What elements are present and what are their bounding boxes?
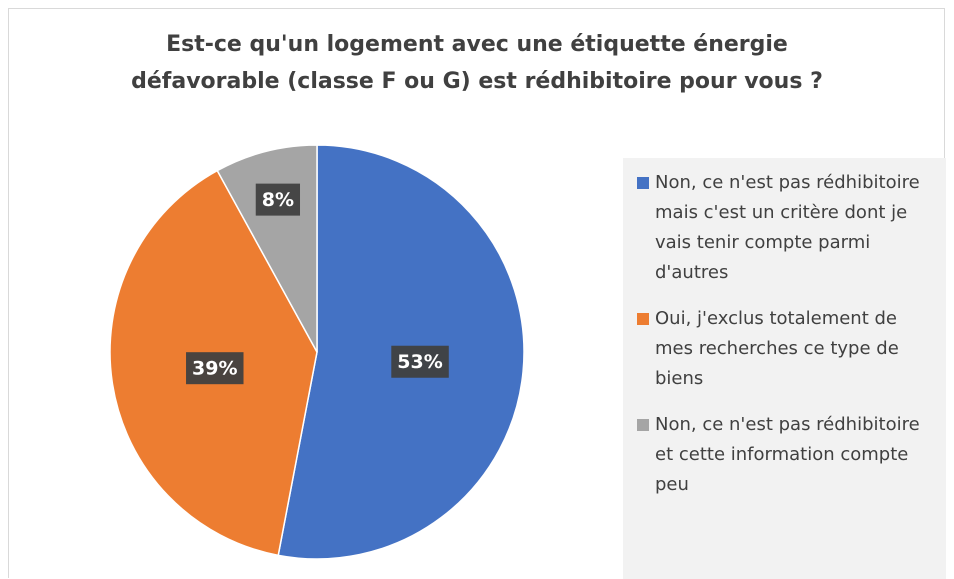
data-label: 8%: [255, 183, 301, 216]
data-label: 39%: [186, 352, 244, 385]
data-label-text: 8%: [262, 189, 294, 211]
legend-swatch: [637, 419, 649, 431]
data-label-box: [186, 352, 244, 385]
legend-swatch: [637, 313, 649, 325]
legend-label: Non, ce n'est pas rédhibitoire mais c'es…: [655, 172, 920, 283]
data-label-text: 53%: [397, 351, 442, 373]
data-label-box: [255, 183, 301, 216]
legend-label: Oui, j'exclus totalement de mes recherch…: [655, 308, 899, 389]
data-label-box: [391, 345, 449, 378]
legend-label: Non, ce n'est pas rédhibitoire et cette …: [655, 414, 920, 495]
legend-entry: Non, ce n'est pas rédhibitoire et cette …: [637, 410, 938, 500]
chart-title: Est-ce qu'un logement avec une étiquette…: [131, 32, 823, 94]
legend-entry: Oui, j'exclus totalement de mes recherch…: [637, 304, 938, 394]
legend-swatch: [637, 177, 649, 189]
data-label: 53%: [391, 345, 449, 378]
legend-entry: Non, ce n'est pas rédhibitoire mais c'es…: [637, 168, 938, 288]
data-label-text: 39%: [192, 358, 237, 380]
legend: Non, ce n'est pas rédhibitoire mais c'es…: [623, 158, 946, 579]
